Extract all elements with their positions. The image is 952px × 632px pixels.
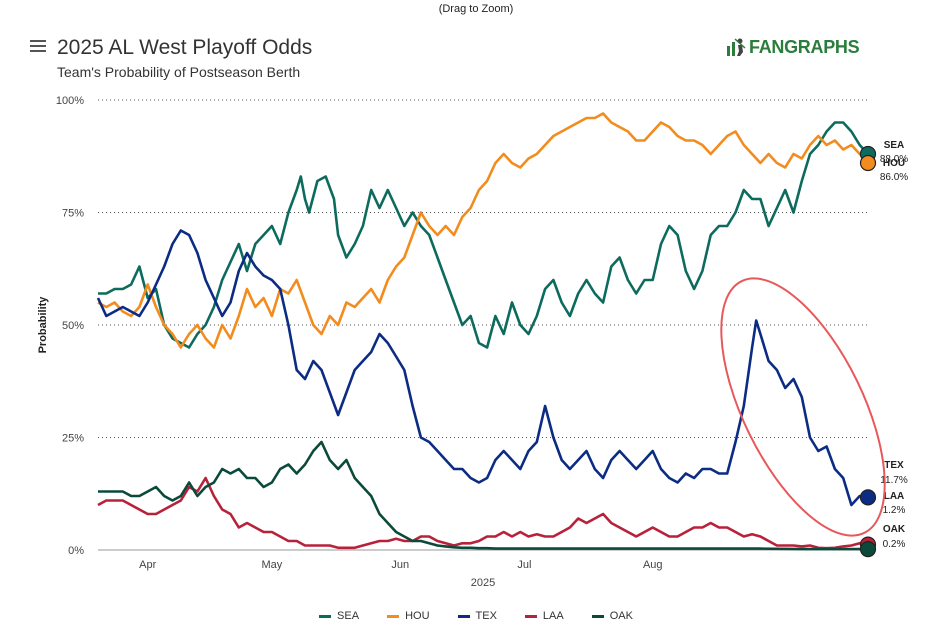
- y-tick-label: 50%: [62, 320, 84, 332]
- series-line-oak: [98, 440, 868, 551]
- legend-swatch: [591, 614, 604, 618]
- chart-title: 2025 AL West Playoff Odds: [57, 36, 313, 59]
- legend-swatch: [457, 614, 470, 618]
- y-tick-label: 0%: [68, 545, 84, 557]
- legend-label: OAK: [609, 610, 633, 622]
- y-tick-label: 100%: [56, 95, 84, 107]
- end-label-team: OAK: [883, 524, 906, 535]
- end-marker-oak: [859, 540, 877, 558]
- legend-item-sea[interactable]: SEA: [319, 610, 359, 622]
- y-axis-title: Probability: [37, 296, 49, 354]
- series-line-tex: [96, 229, 869, 507]
- legend-item-hou[interactable]: HOU: [387, 610, 430, 622]
- end-label-team: SEA: [884, 140, 905, 151]
- fangraphs-logo[interactable]: FANGRAPHS: [725, 36, 860, 58]
- x-tick-label: Aug: [643, 559, 663, 571]
- x-tick-label: Jul: [517, 559, 531, 571]
- y-tick-label: 75%: [62, 208, 84, 220]
- legend-label: LAA: [542, 610, 564, 622]
- chart-legend: SEA HOU TEX LAA OAK: [0, 610, 952, 622]
- legend-item-oak[interactable]: OAK: [591, 610, 633, 622]
- legend-label: HOU: [405, 610, 430, 622]
- end-label-value: 0.2%: [883, 539, 906, 550]
- legend-swatch: [387, 614, 400, 618]
- y-tick-label: 25%: [62, 433, 84, 445]
- series-line-hou: [97, 112, 869, 349]
- legend-label: SEA: [337, 610, 360, 622]
- x-tick-label: Apr: [139, 559, 156, 571]
- annotation-ellipse: [720, 277, 886, 537]
- legend-item-laa[interactable]: LAA: [524, 610, 564, 622]
- end-label-value: 1.2%: [883, 505, 906, 516]
- end-marker-hou: [859, 154, 877, 172]
- chart-subtitle: Team's Probability of Postseason Berth: [57, 64, 301, 80]
- end-label-team: LAA: [884, 491, 905, 502]
- end-label-team: HOU: [883, 158, 905, 169]
- end-label-value: 88.0%: [880, 154, 908, 165]
- legend-label: TEX: [475, 610, 497, 622]
- end-label-value: 86.0%: [880, 172, 908, 183]
- x-tick-label: Jun: [391, 559, 409, 571]
- legend-item-tex[interactable]: TEX: [457, 610, 497, 622]
- series-line-laa: [97, 476, 869, 550]
- end-label-value: 11.7%: [880, 475, 908, 486]
- x-tick-label: May: [261, 559, 282, 571]
- hamburger-menu-icon[interactable]: [30, 40, 46, 54]
- series-line-sea: [98, 121, 869, 349]
- end-label-team: TEX: [884, 460, 904, 471]
- logo-text: FANGRAPHS: [749, 36, 860, 57]
- legend-swatch: [319, 614, 332, 618]
- x-axis-title: 2025: [471, 577, 495, 589]
- drag-to-zoom-hint: (Drag to Zoom): [438, 3, 514, 15]
- legend-swatch: [524, 614, 537, 618]
- fangraphs-batter-icon: [727, 38, 746, 56]
- end-marker-tex: [859, 489, 877, 506]
